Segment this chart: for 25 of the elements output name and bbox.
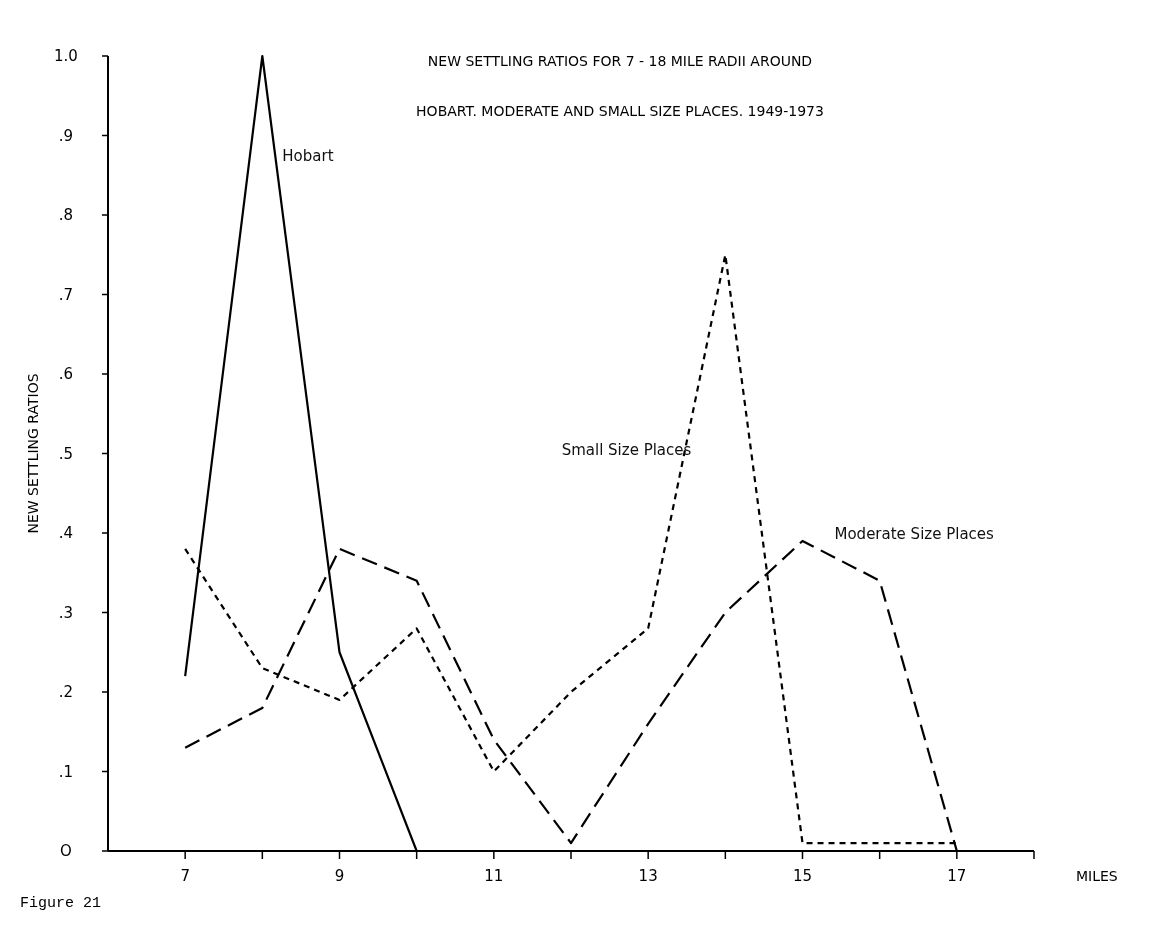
chart-title: NEW SETTLING RATIOS FOR 7 - 18 MILE RADII AROUND: [427, 53, 813, 69]
y-tick-label: .6: [58, 365, 74, 383]
y-tick-label: .1: [58, 762, 74, 781]
x-tick-label: 9: [334, 867, 345, 885]
caption: Figure 21: [20, 895, 102, 912]
y-tick-label: O: [60, 842, 72, 860]
y-tick-label: .3: [58, 603, 74, 622]
y-tick-label: .9: [58, 126, 74, 145]
y-axis-title: NEW SETTLING RATIOS: [25, 373, 41, 534]
x-tick-label: 13: [638, 867, 658, 885]
y-tick-label: .8: [58, 206, 74, 224]
x-tick-label: 7: [180, 867, 190, 885]
x-tick-label: 15: [792, 867, 813, 885]
y-tick-label: .5: [58, 444, 74, 463]
y-tick-label: .7: [58, 285, 74, 304]
y-tick-label: .4: [58, 524, 74, 542]
y-tick-label: 1.0: [54, 47, 78, 65]
y-tick-label: .2: [58, 683, 74, 701]
text: HOBART. MODERATE AND SMALL SIZE PLACES. 1949-1973: [416, 103, 824, 119]
x-axis-title: MILES: [1076, 868, 1118, 884]
x-tick-label: 11: [484, 867, 504, 885]
series-label: Small Size Places: [561, 440, 692, 459]
series-label: Moderate Size Places: [834, 524, 995, 543]
x-tick-label: 17: [947, 867, 967, 885]
series-label: Hobart: [282, 147, 334, 165]
